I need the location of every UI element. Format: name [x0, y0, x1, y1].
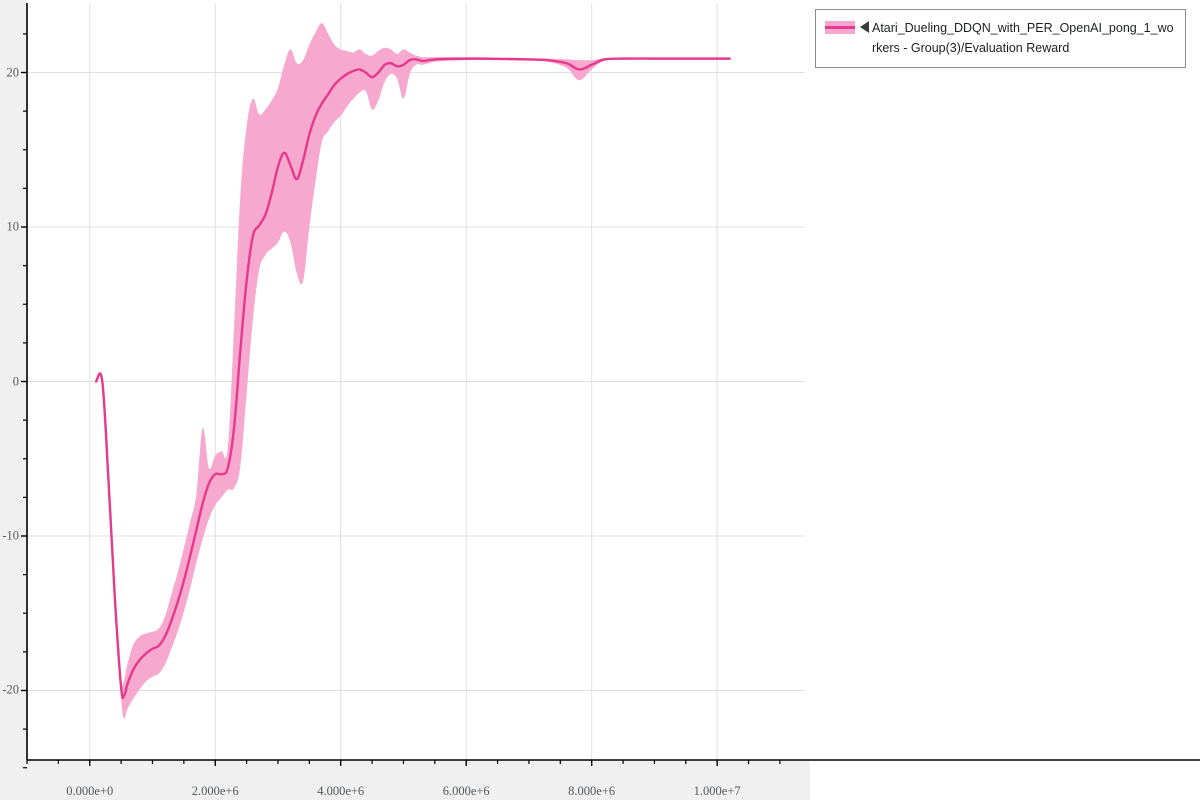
- x-tick-label: 0.000e+0: [66, 784, 114, 798]
- x-tick-label: 8.000e+6: [568, 784, 616, 798]
- left-margin-background: [0, 0, 27, 800]
- legend-label: Atari_Dueling_DDQN_with_PER_OpenAI_pong_…: [872, 18, 1176, 58]
- legend-label-line-2: s - Group(3)/Evaluation Reward: [893, 41, 1070, 55]
- gridlines: [27, 3, 805, 760]
- chart-legend[interactable]: Atari_Dueling_DDQN_with_PER_OpenAI_pong_…: [815, 9, 1186, 68]
- x-tick-label: 2.000e+6: [191, 784, 239, 798]
- series-line: [94, 57, 731, 700]
- confidence-band: [96, 23, 730, 719]
- y-tick-label: 20: [6, 65, 20, 80]
- legend-line-swatch-icon: [825, 26, 855, 29]
- y-tick-label: -20: [2, 682, 19, 697]
- x-tick-label: 1.000e+7: [693, 784, 741, 798]
- triangle-left-icon: [860, 21, 869, 33]
- legend-swatch: [825, 19, 855, 36]
- y-tick-label: 10: [6, 219, 20, 234]
- axis-ticks: [21, 33, 781, 769]
- x-tick-label: 6.000e+6: [442, 784, 490, 798]
- y-tick-label: -10: [2, 528, 19, 543]
- x-tick-label: 4.000e+6: [317, 784, 365, 798]
- y-tick-label: 0: [12, 374, 19, 388]
- bottom-margin-background: [0, 760, 810, 800]
- legend-label-line-1: Atari_Dueling_DDQN_with_PER_OpenAI_pong_…: [872, 21, 1174, 55]
- legend-entry[interactable]: Atari_Dueling_DDQN_with_PER_OpenAI_pong_…: [825, 18, 1176, 58]
